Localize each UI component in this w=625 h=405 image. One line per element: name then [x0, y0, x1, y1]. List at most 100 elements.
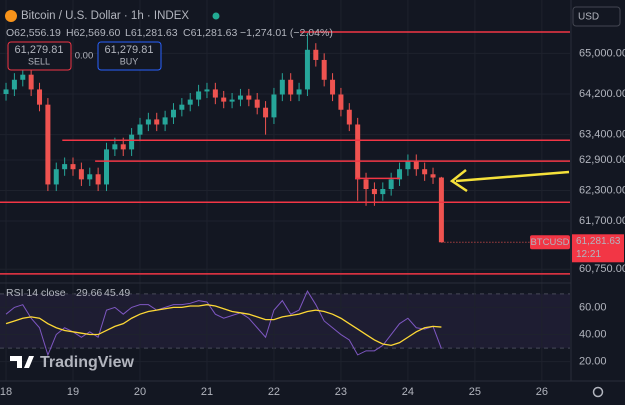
countdown-text: 12:21 — [576, 249, 601, 260]
arrow — [449, 169, 570, 193]
x-tick-label: 19 — [67, 386, 79, 398]
close-value: C61,281.63 — [183, 27, 237, 39]
candle-body — [363, 179, 369, 190]
candle-body — [338, 94, 344, 110]
candle-body — [254, 99, 260, 108]
candle-body — [388, 179, 394, 190]
candle-body — [3, 89, 9, 94]
buy-label: BUY — [120, 56, 139, 66]
candle-body — [204, 89, 210, 92]
candle-body — [246, 95, 252, 100]
change-value: −1,274.01 (−2.04%) — [240, 27, 333, 39]
x-tick-label: 18 — [0, 386, 12, 398]
spread: 0.00 — [75, 51, 94, 62]
logo-text: TradingView — [40, 354, 135, 371]
candle-body — [170, 109, 176, 118]
candle-body — [196, 91, 202, 100]
candle-body — [380, 189, 386, 195]
candle-body — [20, 74, 26, 80]
candle-body — [371, 189, 377, 195]
candle-body — [70, 164, 76, 170]
candle-body — [87, 174, 93, 180]
candle-body — [62, 164, 68, 170]
candle-body — [162, 117, 168, 125]
symbol-tag — [530, 235, 570, 250]
sell-button[interactable] — [7, 41, 72, 71]
candle-body — [413, 161, 419, 170]
candle-body — [95, 174, 101, 185]
logo: TradingView — [10, 354, 135, 371]
candle-body — [288, 79, 294, 95]
candle-body — [179, 104, 185, 110]
candle-body — [279, 79, 285, 95]
rsi-value: 29.66 — [76, 287, 102, 299]
candle-body — [304, 49, 310, 90]
open-value: O62,556.19 — [6, 27, 61, 39]
currency-button[interactable] — [572, 6, 621, 27]
candle-body — [355, 124, 361, 180]
settings-icon[interactable] — [592, 386, 604, 398]
candle-body — [145, 119, 151, 125]
candle-body — [154, 119, 160, 125]
candle-body — [53, 169, 59, 185]
candle-body — [45, 104, 51, 185]
rsi-line — [5, 304, 442, 347]
x-tick-label: 22 — [268, 386, 280, 398]
candle-body — [263, 107, 269, 118]
market-status — [212, 12, 220, 20]
candle-body — [229, 99, 235, 102]
candle-body — [212, 89, 218, 98]
price-tag-text: 61,281.63 — [576, 236, 621, 247]
y-tick-label: 65,000.00 — [579, 47, 625, 59]
sell-price: 61,279.81 — [15, 44, 64, 56]
candle-body — [137, 124, 143, 135]
rsi-title: RSI 14 close — [6, 287, 66, 299]
y-tick-label: 62,900.00 — [579, 154, 625, 166]
y-tick-label: 62,300.00 — [579, 184, 625, 196]
y-tick-label: 20.00 — [579, 356, 607, 368]
candle-body — [330, 79, 336, 95]
rsi-ma-value: 45.49 — [104, 287, 130, 299]
candle-body — [346, 109, 352, 125]
symbol-tag-text: BTCUSD — [530, 237, 569, 248]
x-tick-label: 24 — [402, 386, 414, 398]
candle-body — [405, 161, 411, 170]
rsi-band — [0, 293, 570, 349]
candle-body — [28, 74, 34, 90]
y-tick-label: 64,200.00 — [579, 88, 625, 100]
x-tick-label: 21 — [201, 386, 213, 398]
y-tick-label: 63,400.00 — [579, 129, 625, 141]
candle-body — [397, 169, 403, 180]
y-tick-label: 40.00 — [579, 328, 607, 340]
candle-body — [187, 99, 193, 105]
candle-body — [11, 79, 17, 90]
candle-body — [430, 174, 436, 178]
candle-body — [112, 144, 118, 150]
candle-body — [120, 144, 126, 150]
candle-body — [271, 94, 277, 118]
rsi-line — [5, 290, 442, 357]
buy-button[interactable] — [97, 41, 162, 71]
y-tick-label: 60.00 — [579, 301, 607, 313]
candle-body — [237, 95, 243, 100]
candle-body — [221, 97, 227, 102]
candle-body — [422, 169, 428, 175]
candle-body — [321, 59, 327, 80]
candle-body — [438, 177, 444, 243]
candle-body — [103, 149, 109, 185]
y-tick-label: 60,750.00 — [579, 263, 625, 275]
x-tick-label: 23 — [335, 386, 347, 398]
price-tag — [572, 234, 624, 263]
candle-body — [296, 89, 302, 95]
candle-body — [129, 134, 135, 150]
sell-label: SELL — [28, 56, 50, 66]
candle-body — [313, 49, 319, 60]
y-tick-label: 61,700.00 — [579, 215, 625, 227]
bitcoin-icon — [5, 10, 17, 22]
candle-body — [37, 89, 43, 105]
x-tick-label: 20 — [134, 386, 146, 398]
x-tick-label: 25 — [469, 386, 481, 398]
candle-body — [78, 169, 84, 180]
high-value: H62,569.60 — [66, 27, 120, 39]
